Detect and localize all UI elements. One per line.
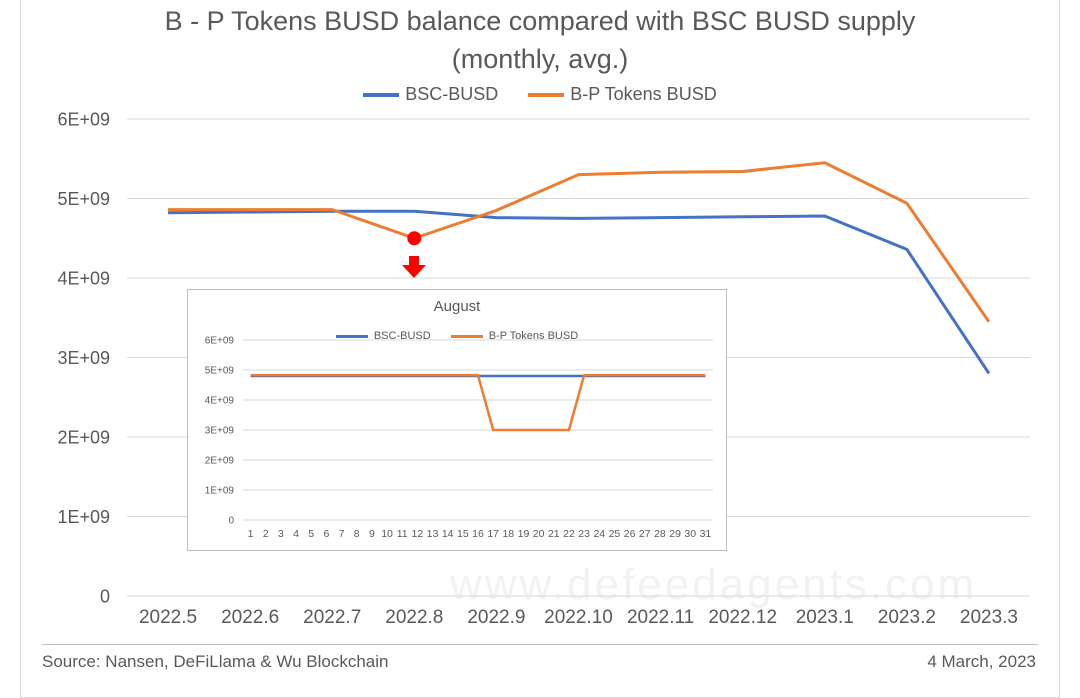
inset-x-tick-label: 10: [381, 528, 393, 540]
inset-x-tick-label: 28: [654, 528, 666, 540]
main-y-tick-label: 1E+09: [57, 507, 110, 527]
inset-x-tick-label: 22: [563, 528, 575, 540]
inset-legend: BSC-BUSD B-P Tokens BUSD: [188, 330, 726, 342]
main-y-tick-label: 4E+09: [57, 268, 110, 288]
main-y-tick-label: 5E+09: [57, 189, 110, 209]
legend-item-bsc-busd: BSC-BUSD: [363, 84, 498, 105]
chart-title-line2: (monthly, avg.): [451, 44, 629, 74]
main-x-tick-label: 2022.7: [303, 607, 361, 628]
main-x-tick-label: 2022.5: [139, 607, 197, 628]
inset-x-tick-label: 26: [624, 528, 636, 540]
inset-x-tick-label: 8: [354, 528, 360, 540]
inset-x-tick-label: 21: [548, 528, 560, 540]
legend-label-bp-tokens-busd: B-P Tokens BUSD: [570, 84, 717, 104]
main-y-tick-label: 6E+09: [57, 109, 110, 129]
inset-x-tick-label: 29: [669, 528, 681, 540]
footer-divider: [42, 644, 1038, 645]
inset-x-tick-label: 9: [369, 528, 375, 540]
inset-x-tick-label: 16: [472, 528, 484, 540]
legend-swatch-bsc-busd: [363, 92, 400, 97]
inset-x-tick-label: 31: [700, 528, 712, 540]
inset-legend-swatch-bsc-busd: [335, 334, 368, 338]
main-x-tick-label: 2022.6: [221, 607, 279, 628]
inset-x-tick-label: 17: [487, 528, 499, 540]
inset-y-tick-label: 6E+09: [205, 336, 235, 347]
highlight-marker-2022-8: [407, 231, 422, 246]
inset-x-tick-label: 25: [609, 528, 621, 540]
inset-x-tick-label: 3: [278, 528, 284, 540]
footer-date: 4 March, 2023: [927, 652, 1036, 671]
main-y-tick-label: 3E+09: [57, 348, 110, 368]
inset-x-tick-label: 24: [593, 528, 605, 540]
inset-y-tick-label: 1E+09: [205, 486, 235, 497]
watermark: www.defeedagents.com: [450, 560, 978, 609]
inset-legend-label-bp-tokens-busd: B-P Tokens BUSD: [488, 330, 579, 342]
main-series-line-bsc-busd: [168, 209, 991, 375]
main-y-tick-label: 2E+09: [57, 427, 110, 447]
legend-item-bp-tokens-busd: B-P Tokens BUSD: [528, 84, 717, 105]
inset-y-tick-label: 5E+09: [205, 366, 235, 377]
main-x-tick-label: 2022.8: [385, 607, 443, 628]
inset-x-tick-label: 11: [397, 528, 408, 540]
inset-legend-item-bsc-busd: BSC-BUSD: [335, 330, 431, 342]
legend-label-bsc-busd: BSC-BUSD: [405, 84, 499, 104]
inset-x-tick-label: 13: [427, 528, 439, 540]
inset-x-tick-label: 19: [518, 528, 530, 540]
inset-series-line-bp-tokens-busd: [250, 373, 706, 432]
inset-legend-label-bsc-busd: BSC-BUSD: [373, 330, 431, 342]
inset-x-tick-label: 7: [339, 528, 345, 540]
inset-x-tick-label: 6: [323, 528, 329, 540]
inset-x-tick-label: 20: [533, 528, 545, 540]
main-x-tick-label: 2022.9: [467, 607, 525, 628]
inset-legend-item-bp-tokens-busd: B-P Tokens BUSD: [450, 330, 579, 342]
inset-x-tick-label: 27: [639, 528, 651, 540]
main-x-tick-label: 2022.10: [544, 607, 613, 628]
august-inset-chart: August BSC-BUSD B-P Tokens BUSD 0 1E+09 2E…: [187, 289, 727, 551]
inset-x-tick-label: 15: [457, 528, 469, 540]
main-x-tick-label: 2022.12: [708, 607, 777, 628]
main-legend: BSC-BUSD B-P Tokens BUSD: [0, 84, 1080, 105]
inset-y-tick-label: 3E+09: [205, 426, 235, 437]
footer-source: Source: Nansen, DeFiLlama & Wu Blockchai…: [42, 652, 389, 671]
main-x-tick-label: 2022.11: [627, 607, 694, 628]
inset-x-tick-label: 14: [442, 528, 454, 540]
inset-y-tick-label: 2E+09: [205, 456, 235, 467]
main-x-tick-label: 2023.3: [960, 607, 1018, 628]
inset-x-tick-label: 23: [578, 528, 590, 540]
inset-x-tick-label: 4: [293, 528, 299, 540]
main-series-line-bp-tokens-busd: [168, 161, 991, 323]
inset-x-tick-label: 18: [502, 528, 514, 540]
inset-x-tick-label: 5: [308, 528, 314, 540]
legend-swatch-bp-tokens-busd: [528, 92, 565, 97]
main-x-tick-label: 2023.1: [796, 607, 854, 628]
inset-x-tick-label: 30: [684, 528, 696, 540]
inset-legend-swatch-bp-tokens-busd: [450, 334, 483, 338]
main-y-tick-label: 0: [100, 586, 110, 606]
down-arrow-icon: [402, 256, 426, 278]
inset-x-tick-label: 2: [263, 528, 269, 540]
inset-x-tick-label: 12: [412, 528, 424, 540]
inset-y-tick-label: 4E+09: [205, 396, 235, 407]
inset-x-tick-label: 1: [248, 528, 254, 540]
main-x-tick-label: 2023.2: [878, 607, 936, 628]
chart-title-line1: B - P Tokens BUSD balance compared with …: [164, 6, 916, 36]
inset-y-tick-label: 0: [228, 516, 234, 527]
inset-title: August: [433, 298, 481, 315]
